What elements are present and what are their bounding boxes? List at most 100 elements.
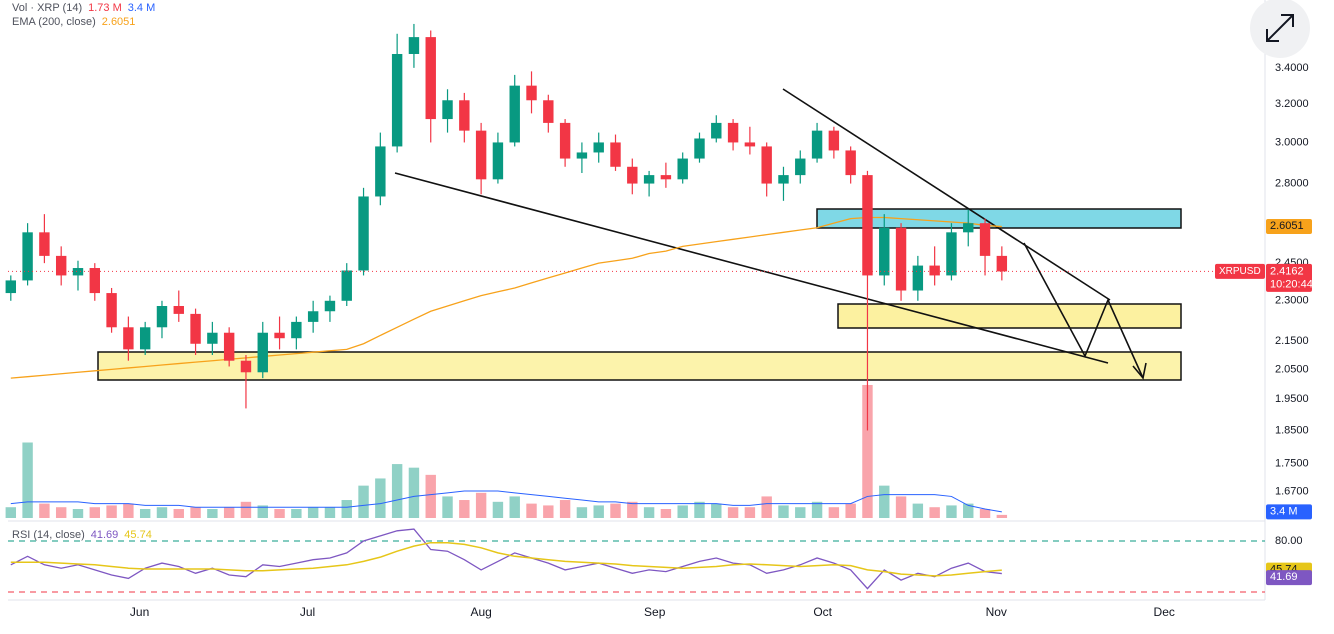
volume-bar xyxy=(627,501,638,518)
expand-button[interactable] xyxy=(1250,0,1310,58)
x-tick-label: Dec xyxy=(1154,605,1175,619)
candle-body xyxy=(744,142,756,147)
y-tick-label: 3.2000 xyxy=(1275,98,1309,110)
y-tick-label: 1.9500 xyxy=(1275,393,1309,405)
volume-bar xyxy=(207,509,218,518)
candle-body xyxy=(996,255,1008,272)
volume-bar xyxy=(307,507,319,518)
volume-bar xyxy=(660,509,672,518)
y-tick-label: 1.8500 xyxy=(1275,424,1309,436)
candle-body xyxy=(778,175,789,184)
candle-body xyxy=(425,37,436,120)
y-tick-label: 2.0500 xyxy=(1275,363,1309,375)
candle-body xyxy=(391,53,403,147)
volume-bar xyxy=(795,507,806,518)
volume-bar xyxy=(778,505,789,518)
volume-ma-line xyxy=(10,490,1002,513)
volume-badge: 3.4 M xyxy=(1270,505,1298,517)
candle-body xyxy=(123,327,134,350)
candle-body xyxy=(643,175,655,184)
volume-bar xyxy=(761,496,772,518)
legend-label: Vol · XRP (14) xyxy=(12,2,82,14)
volume-bar xyxy=(358,485,369,518)
candle-body xyxy=(223,332,235,361)
volume-bar xyxy=(324,507,336,518)
rsi-badge: 41.69 xyxy=(1270,571,1298,583)
volume-bar xyxy=(139,509,151,518)
x-tick-label: Jul xyxy=(300,605,315,619)
candle-body xyxy=(375,146,386,197)
candle-body xyxy=(442,100,453,120)
candle-body xyxy=(72,268,84,276)
support-zone xyxy=(837,303,1182,329)
candle-body xyxy=(190,313,201,344)
volume-bar xyxy=(727,507,739,518)
candle-body xyxy=(963,223,974,233)
candle-body xyxy=(173,305,184,314)
volume-bar xyxy=(106,505,117,518)
y-tick-label: 3.0000 xyxy=(1275,136,1309,148)
rsi-badge-bg xyxy=(1266,570,1312,586)
volume-bar xyxy=(190,507,201,518)
candle-body xyxy=(677,158,688,180)
volume-bar xyxy=(291,509,302,518)
x-tick-label: Jun xyxy=(130,605,149,619)
volume-bar xyxy=(694,501,705,518)
legend-value: 3.4 M xyxy=(128,2,156,14)
volume-bar xyxy=(492,501,504,518)
volume-bar xyxy=(391,464,403,518)
candle-body xyxy=(761,146,772,184)
candle-body xyxy=(879,227,890,276)
volume-bar xyxy=(526,503,537,518)
volume-bar xyxy=(895,496,907,518)
candle-body xyxy=(55,255,67,276)
volume-bar xyxy=(811,501,823,518)
candle-body xyxy=(139,327,151,350)
candle-body xyxy=(929,265,940,276)
volume-bar xyxy=(610,503,621,518)
volume-bar xyxy=(576,507,588,518)
candle-body xyxy=(576,152,588,159)
volume-bar xyxy=(963,503,974,518)
volume-bar xyxy=(72,509,84,518)
drawings xyxy=(5,23,1182,518)
expand-icon[interactable] xyxy=(1266,14,1294,42)
volume-bar xyxy=(123,503,134,518)
candle-body xyxy=(257,332,268,373)
candle-body xyxy=(862,175,873,276)
volume-bar xyxy=(89,507,100,518)
candle-body xyxy=(559,122,571,159)
candle-body xyxy=(274,332,285,339)
symbol-badge-bg xyxy=(1215,263,1265,279)
volume-bar xyxy=(929,507,940,518)
volume-bar xyxy=(509,496,520,518)
x-tick-label: Nov xyxy=(986,605,1007,619)
candle-body xyxy=(627,166,638,184)
candle-body xyxy=(795,158,806,176)
y-tick-label: 2.8000 xyxy=(1275,177,1309,189)
legend-label: RSI (14, close) xyxy=(12,529,85,541)
candle-body xyxy=(946,232,957,276)
volume-bar xyxy=(408,467,420,518)
candle-body xyxy=(307,311,319,322)
candle-body xyxy=(694,138,705,159)
candle-body xyxy=(543,100,554,123)
x-tick-label: Aug xyxy=(470,605,491,619)
volume-bar xyxy=(643,507,655,518)
candle-body xyxy=(828,130,840,151)
volume-bar xyxy=(475,492,487,518)
volume-bar xyxy=(543,505,554,518)
y-tick-label: 1.6700 xyxy=(1275,485,1309,497)
legend-label: EMA (200, close) xyxy=(12,16,96,28)
candle-body xyxy=(106,293,117,328)
volume-bar xyxy=(39,503,50,518)
trend-line xyxy=(782,88,1111,301)
candle-body xyxy=(660,175,672,180)
volume-bar xyxy=(559,500,571,518)
candle-body xyxy=(22,232,33,281)
volume-bar xyxy=(879,485,890,518)
volume-bar xyxy=(744,507,756,518)
volume-bar xyxy=(5,507,17,518)
legend-value: 45.74 xyxy=(124,529,152,541)
